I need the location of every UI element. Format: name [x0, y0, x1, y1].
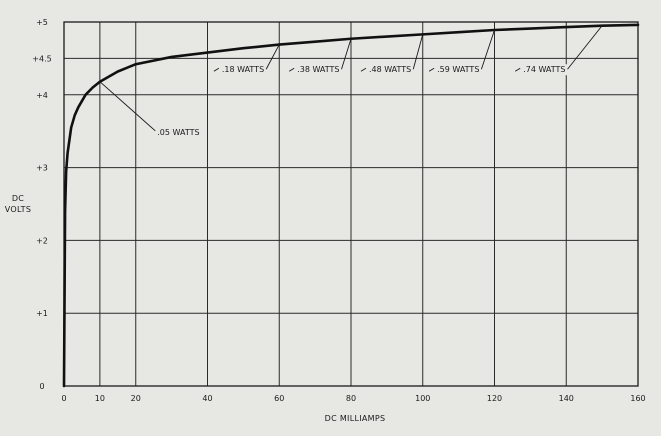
y-tick-label-6: +5 [36, 18, 48, 27]
x-tick-label-4: 60 [274, 394, 284, 403]
annotation-leader-3 [412, 34, 424, 70]
annotation-label-bg-4 [435, 64, 482, 76]
annotation-label-1: .18 WATTS [222, 65, 264, 74]
x-tick-label-0: 0 [61, 394, 66, 403]
annotation-label-bg-1 [219, 64, 267, 76]
annotation-leader-4 [480, 29, 495, 70]
annotation-label-2: .38 WATTS [297, 65, 339, 74]
y-tick-label-3: +3 [36, 164, 48, 173]
x-tick-label-7: 120 [487, 394, 502, 403]
annotation-leader-5 [567, 25, 603, 70]
y-tick-label-0: 0 [39, 382, 44, 391]
x-tick-label-9: 160 [630, 394, 645, 403]
annotation-tick-3 [360, 67, 367, 72]
annotation-tick-4 [428, 67, 435, 72]
series [62, 23, 640, 388]
annotation-tick-1 [213, 67, 220, 72]
annotation-leader-0 [99, 81, 156, 132]
grid [63, 21, 639, 387]
annotation-label-4: .59 WATTS [437, 65, 479, 74]
x-tick-label-3: 40 [202, 394, 212, 403]
x-tick-label-5: 80 [346, 394, 356, 403]
y-tick-label-1: +1 [36, 309, 48, 318]
annotation-label-bg-5 [521, 64, 568, 76]
y-tick-label-4: +4 [36, 91, 48, 100]
annotation-label-bg-3 [366, 64, 414, 76]
annotation-tick-2 [288, 67, 295, 72]
annotation-label-3: .48 WATTS [369, 65, 411, 74]
x-tick-label-6: 100 [415, 394, 430, 403]
y-axis-label-line-2: VOLTS [4, 205, 32, 214]
annotations: .05 WATTS .18 WATTS .38 WATTS .48 WATTS .59 … [99, 25, 603, 138]
annotation-label-5: .74 WATTS [523, 65, 565, 74]
annotation-leader-1 [265, 44, 280, 70]
annotation-label-0: .05 WATTS [157, 128, 199, 137]
annotation-leader-2 [341, 38, 352, 70]
x-tick-label-2: 20 [131, 394, 141, 403]
annotation-label-bg-0 [155, 126, 202, 138]
x-tick-label-1: 10 [95, 394, 105, 403]
tick-labels: 0 10 20 40 60 80 100 120 140 160 0 +1 +2 +3 +4 +4.5 +5 [32, 18, 645, 403]
series-line-0 [62, 23, 640, 388]
x-tick-label-8: 140 [559, 394, 574, 403]
y-axis-label-line-1: DC [11, 194, 25, 203]
y-tick-label-2: +2 [36, 236, 48, 245]
annotation-tick-5 [514, 67, 521, 72]
x-axis-label: DC MILLIAMPS [324, 414, 386, 423]
y-tick-label-5: +4.5 [32, 54, 51, 63]
y-axis-label: DC VOLTS [2, 193, 34, 215]
annotation-label-bg-2 [295, 64, 342, 76]
